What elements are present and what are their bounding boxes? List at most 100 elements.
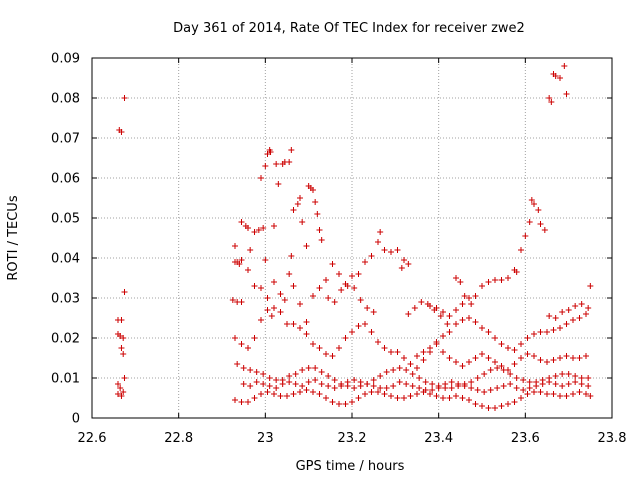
data-point — [277, 393, 284, 399]
data-point — [492, 335, 498, 341]
data-point — [331, 377, 338, 383]
data-point — [396, 365, 403, 371]
data-point — [561, 63, 568, 69]
data-point — [461, 293, 468, 299]
data-point — [394, 247, 401, 253]
data-point — [342, 401, 349, 407]
data-point — [531, 331, 537, 337]
data-point — [312, 365, 319, 371]
data-point — [539, 381, 546, 387]
data-point — [552, 373, 559, 379]
x-tick-label: 22.6 — [78, 431, 107, 446]
data-point — [381, 247, 388, 253]
data-point — [492, 405, 498, 411]
data-point — [576, 315, 583, 321]
data-point — [440, 349, 446, 355]
data-point — [522, 233, 529, 239]
data-point — [286, 373, 293, 379]
x-tick-label: 23 — [257, 431, 274, 446]
data-point — [370, 309, 377, 315]
data-point — [394, 395, 401, 401]
data-point — [258, 175, 264, 181]
data-point — [251, 395, 258, 401]
data-point — [375, 339, 381, 345]
data-point — [526, 379, 533, 385]
data-point — [316, 285, 323, 291]
data-point — [253, 369, 260, 375]
data-point — [513, 269, 520, 275]
data-point — [511, 361, 518, 367]
data-point — [260, 225, 267, 231]
data-point — [377, 373, 384, 379]
data-point — [435, 385, 442, 391]
data-point — [587, 283, 594, 289]
data-point — [286, 271, 293, 277]
data-point — [479, 403, 485, 409]
data-point — [585, 305, 592, 311]
data-point — [546, 379, 553, 385]
data-point — [297, 389, 303, 395]
y-tick-label: 0.09 — [51, 52, 80, 67]
data-point — [329, 353, 336, 359]
data-point — [405, 261, 412, 267]
data-point — [507, 371, 514, 377]
data-point — [118, 317, 125, 323]
data-point — [414, 391, 420, 397]
data-point — [294, 201, 301, 207]
data-point — [336, 345, 342, 351]
data-point — [368, 329, 375, 335]
data-point — [318, 237, 325, 243]
data-point — [310, 341, 316, 347]
data-point — [416, 375, 423, 381]
data-point — [238, 257, 245, 263]
data-point — [299, 383, 306, 389]
data-point — [446, 313, 453, 319]
data-point — [288, 253, 295, 259]
data-point — [297, 195, 303, 201]
data-point — [375, 389, 381, 395]
data-point — [323, 395, 329, 401]
data-point — [281, 297, 288, 303]
data-point — [266, 383, 273, 389]
data-point — [388, 393, 394, 399]
data-point — [409, 383, 416, 389]
data-point — [284, 321, 290, 327]
data-point — [115, 391, 121, 397]
data-point — [245, 267, 251, 273]
data-point — [453, 321, 459, 327]
data-point — [411, 305, 418, 311]
data-point — [422, 379, 429, 385]
data-point — [336, 271, 342, 277]
data-point — [585, 383, 592, 389]
data-point — [498, 277, 505, 283]
data-point — [453, 275, 459, 281]
data-point — [472, 319, 479, 325]
data-point — [492, 359, 498, 365]
data-point — [518, 395, 524, 401]
data-point — [487, 367, 494, 373]
data-point — [461, 383, 468, 389]
data-point — [414, 353, 420, 359]
data-point — [570, 317, 576, 323]
data-point — [453, 307, 459, 313]
data-point — [422, 387, 429, 393]
data-point — [288, 147, 295, 153]
data-point — [552, 73, 559, 79]
data-point — [236, 261, 243, 267]
data-point — [351, 377, 358, 383]
data-point — [318, 381, 325, 387]
data-point — [440, 309, 446, 315]
data-point — [284, 393, 290, 399]
data-point — [418, 299, 425, 305]
data-point — [331, 385, 338, 391]
data-point — [357, 297, 364, 303]
data-point — [468, 301, 475, 307]
data-point — [570, 391, 576, 397]
data-point — [258, 317, 264, 323]
data-point — [420, 349, 427, 355]
data-point — [115, 381, 121, 387]
data-point — [537, 389, 544, 395]
data-point — [245, 225, 251, 231]
data-point — [427, 391, 433, 397]
data-point — [247, 247, 254, 253]
